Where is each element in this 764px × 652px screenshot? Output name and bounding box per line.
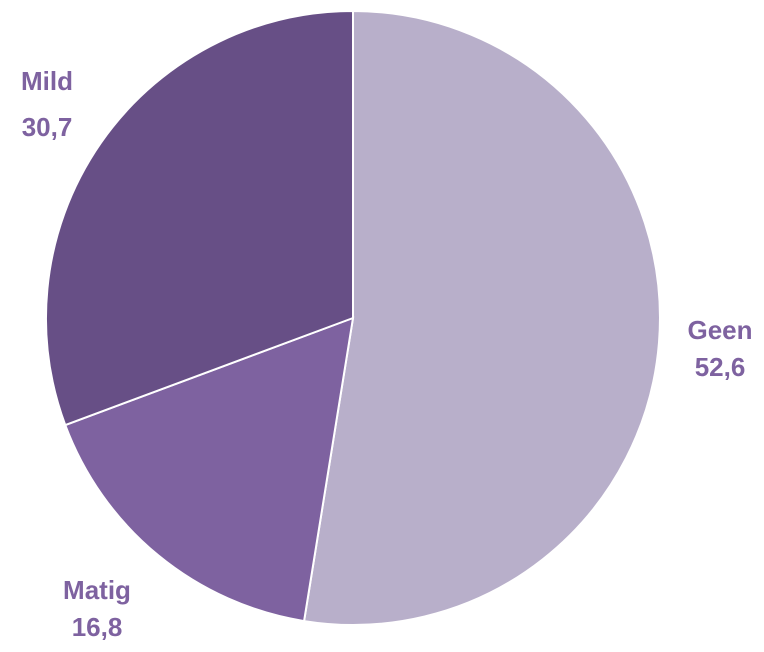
slice-name-matig: Matig <box>63 575 131 605</box>
pie-slice-geen <box>302 9 661 626</box>
slice-label-mild: Mild 30,7 <box>21 66 73 142</box>
slice-label-geen: Geen 52,6 <box>687 315 752 382</box>
slice-value-geen: 52,6 <box>695 352 746 382</box>
slice-value-matig: 16,8 <box>72 612 123 642</box>
pie-slice-matig <box>63 316 355 623</box>
slice-name-geen: Geen <box>687 315 752 345</box>
slice-label-matig: Matig 16,8 <box>63 575 131 642</box>
pie-slice-mild <box>45 9 354 427</box>
pie-slices <box>45 9 661 626</box>
slice-value-mild: 30,7 <box>22 112 73 142</box>
slice-name-mild: Mild <box>21 66 73 96</box>
